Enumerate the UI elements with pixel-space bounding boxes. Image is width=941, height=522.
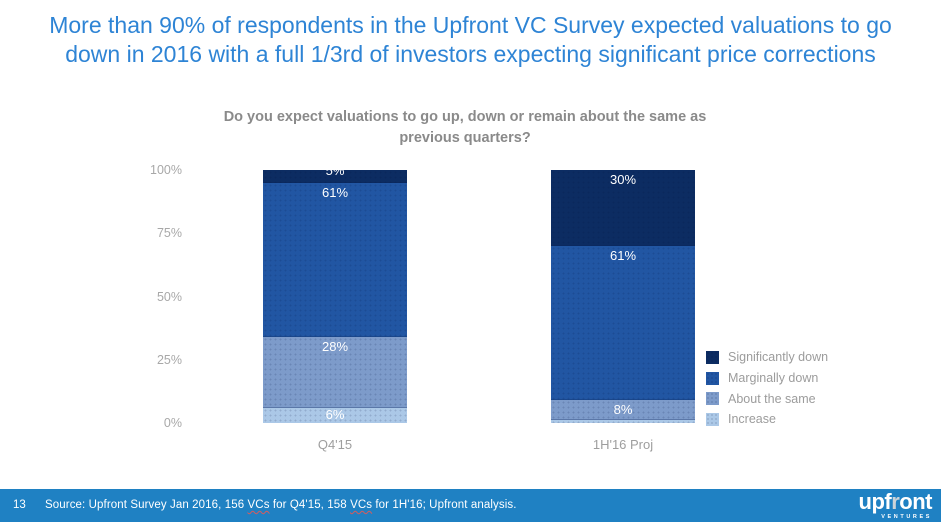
segment-value-label: 61% (321, 184, 349, 200)
stacked-bar-q415: 5% 61% 28% 6% (263, 170, 407, 423)
page-title-line-1: More than 90% of respondents in the Upfr… (49, 12, 892, 38)
bar-segment-marginally-down: 61% (551, 245, 695, 401)
legend-item: About the same (706, 388, 828, 409)
segment-value-label: 61% (609, 247, 637, 263)
bar-segment-about-the-same: 8% (551, 400, 695, 421)
source-text: Source: Upfront Survey Jan 2016, 156 VCs… (45, 499, 517, 511)
bar-segment-significantly-down: 5% (263, 170, 407, 183)
segment-value-label: 5% (325, 170, 345, 178)
y-axis-tick: 100% (150, 163, 182, 177)
upfront-logo: upfront VENTURES (858, 489, 933, 521)
chart-title-line-2: previous quarters? (399, 130, 531, 146)
page-number: 13 (13, 499, 26, 511)
legend-swatch (706, 412, 719, 426)
legend-label: Increase (728, 412, 776, 427)
y-axis: 100% 75% 50% 25% 0% (100, 163, 182, 430)
upfront-logo-ventures-text: VENTURES (881, 514, 932, 520)
segment-value-label: 8% (613, 402, 633, 418)
source-text-segment: for Q4'15, 158 (269, 499, 351, 511)
legend: Significantly down Marginally down About t… (706, 347, 828, 430)
source-word-misspelled: VCs (247, 499, 270, 511)
legend-swatch (706, 392, 719, 406)
x-axis-label-q415: Q4'15 (317, 437, 353, 452)
segment-value-label: 6% (325, 407, 345, 423)
source-text-segment: Source: Upfront Survey Jan 2016, 156 (45, 499, 248, 511)
stacked-bar-1h16-proj: 30% 61% 8% (551, 170, 695, 423)
legend-label: Marginally down (728, 371, 819, 386)
legend-item: Significantly down (706, 347, 828, 368)
legend-swatch (706, 371, 719, 385)
page-title: More than 90% of respondents in the Upfr… (0, 11, 941, 69)
legend-swatch (706, 350, 719, 364)
footer-bar: 13 Source: Upfront Survey Jan 2016, 156 … (0, 489, 941, 522)
chart-title: Do you expect valuations to go up, down … (55, 107, 875, 149)
bar-segment-increase (551, 420, 695, 423)
x-axis-label-1h16-proj: 1H'16 Proj (592, 437, 654, 452)
segment-value-label: 30% (609, 172, 637, 187)
bar-segment-significantly-down: 30% (551, 170, 695, 246)
legend-label: About the same (728, 391, 816, 406)
segment-value-label: 28% (321, 338, 349, 354)
bar-segment-increase: 6% (263, 407, 407, 423)
source-text-segment: for 1H'16; Upfront analysis. (372, 499, 517, 511)
y-axis-tick: 0% (163, 416, 182, 430)
chart-title-line-1: Do you expect valuations to go up, down … (223, 109, 707, 125)
legend-item: Increase (706, 409, 828, 430)
y-axis-tick: 25% (156, 352, 182, 367)
page-title-line-2: down in 2016 with a full 1/3rd of invest… (65, 41, 876, 67)
legend-item: Marginally down (706, 368, 828, 389)
y-axis-tick: 50% (156, 289, 182, 304)
bar-segment-about-the-same: 28% (263, 336, 407, 408)
source-word-misspelled: VCs (350, 499, 373, 511)
upfront-logo-wordmark: upfront (858, 489, 933, 514)
bar-segment-marginally-down: 61% (263, 182, 407, 337)
y-axis-tick: 75% (156, 226, 182, 241)
legend-label: Significantly down (728, 350, 829, 365)
